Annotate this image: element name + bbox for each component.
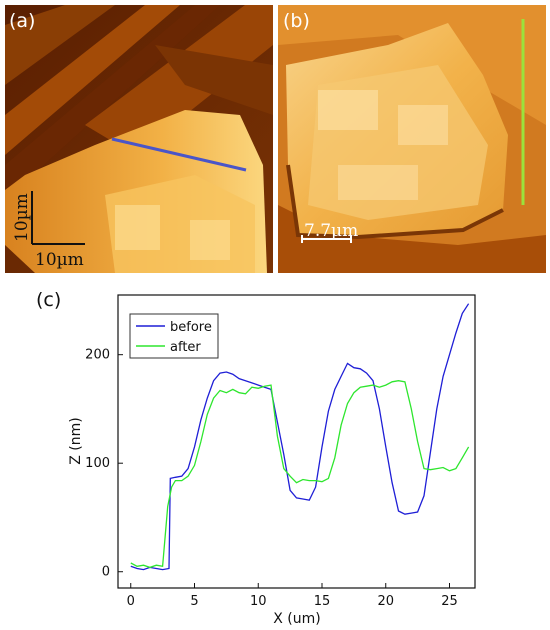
afm-flake-edge bbox=[286, 164, 504, 240]
series-line-before bbox=[130, 303, 470, 571]
x-axis-label: X (um) bbox=[273, 611, 320, 627]
afm-stripe bbox=[5, 5, 180, 155]
profile-line-a bbox=[111, 137, 247, 172]
panel-label-a: (a) bbox=[9, 10, 35, 32]
x-tick-label: 20 bbox=[377, 594, 394, 609]
x-tick-label: 15 bbox=[314, 594, 331, 609]
panel-label-c: (c) bbox=[36, 289, 61, 311]
x-tick-label: 5 bbox=[190, 594, 198, 609]
scale-label: 7.7µm bbox=[304, 221, 358, 241]
afm-background-region bbox=[278, 5, 546, 125]
legend-box bbox=[129, 313, 219, 359]
afm-stripe bbox=[85, 5, 273, 155]
y-tick-label: 200 bbox=[85, 348, 110, 363]
y-tick-label: 0 bbox=[102, 565, 110, 580]
legend: before after bbox=[129, 313, 219, 359]
legend-label-before: before bbox=[170, 320, 212, 335]
afm-bright-patch bbox=[190, 220, 230, 260]
panel-label-b: (b) bbox=[283, 10, 310, 32]
x-tick-label: 10 bbox=[250, 594, 267, 609]
afm-image-b: 7.7µm (b) bbox=[278, 5, 546, 273]
scale-label-horizontal: 10µm bbox=[35, 250, 84, 270]
y-axis-label: Z (nm) bbox=[68, 417, 84, 464]
plot-frame bbox=[117, 294, 476, 589]
y-tick-label: 100 bbox=[85, 456, 110, 471]
profile-chart: (c) 0 5 10 15 20 25 0 100 200 before after X (um… bbox=[36, 289, 476, 627]
afm-stripe bbox=[5, 5, 115, 85]
afm-image-a: 10µm 10µm (a) bbox=[5, 5, 273, 273]
afm-bright-patch bbox=[318, 90, 378, 130]
x-tick-label: 25 bbox=[441, 594, 458, 609]
afm-bright-patch bbox=[338, 165, 418, 200]
afm-bright-patch bbox=[398, 105, 448, 145]
afm-background-region bbox=[278, 205, 546, 273]
x-tick-label: 0 bbox=[127, 594, 135, 609]
series-line-after bbox=[130, 380, 470, 569]
legend-label-after: after bbox=[170, 340, 201, 355]
scale-label-vertical: 10µm bbox=[12, 193, 32, 242]
afm-bright-patch bbox=[115, 205, 160, 250]
afm-stripe bbox=[155, 45, 273, 115]
